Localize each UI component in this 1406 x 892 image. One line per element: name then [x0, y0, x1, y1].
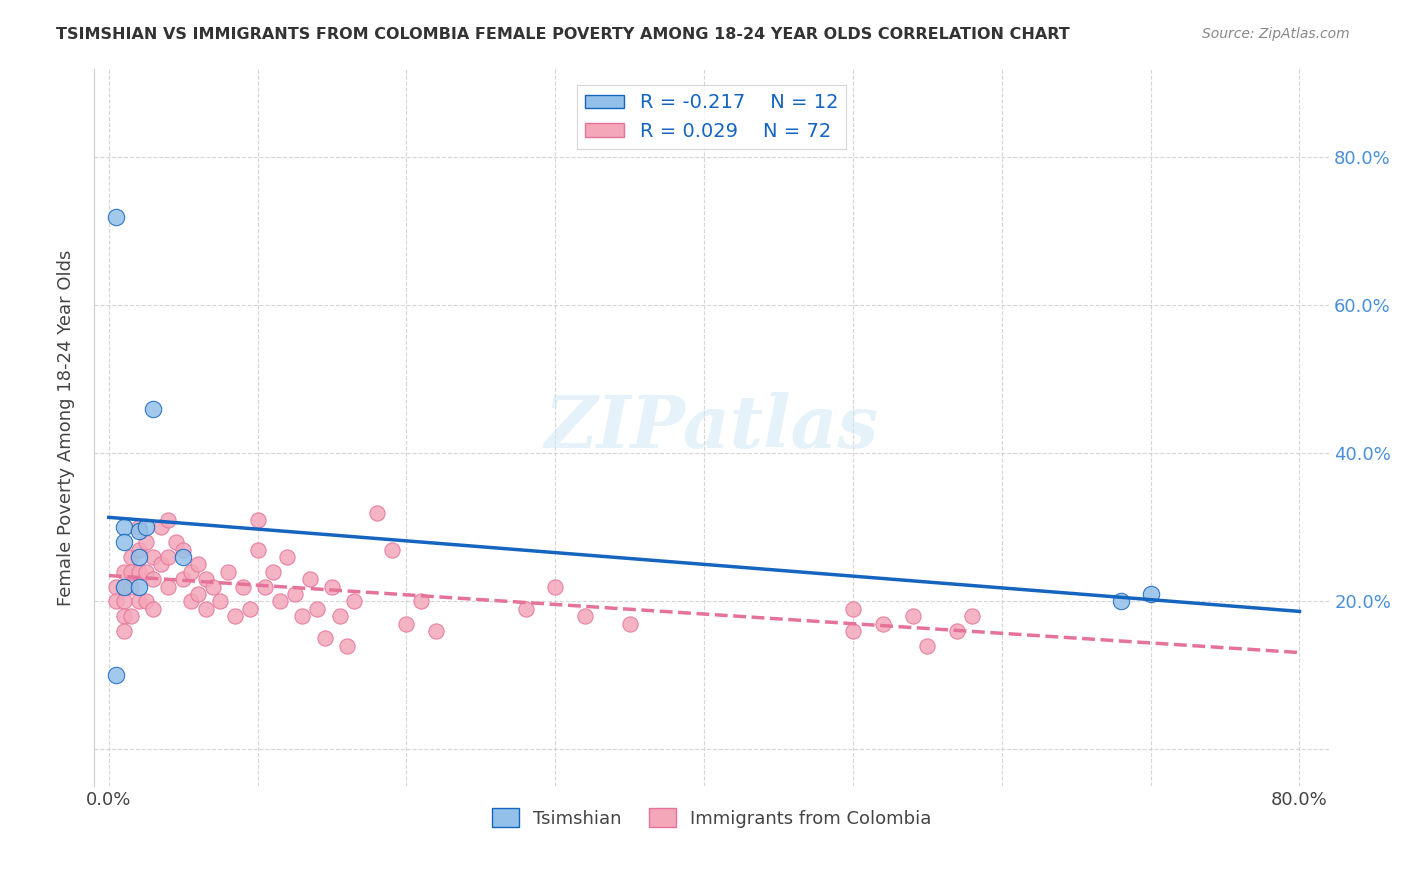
Point — [239, 602, 262, 616]
Point — [128, 524, 150, 538]
Point — [128, 594, 150, 608]
Point — [135, 565, 157, 579]
Point — [112, 580, 135, 594]
Point — [946, 624, 969, 638]
Point — [328, 609, 350, 624]
Point — [194, 572, 217, 586]
Point — [149, 558, 172, 572]
Point — [135, 520, 157, 534]
Point — [172, 572, 194, 586]
Point — [180, 565, 202, 579]
Point — [120, 549, 142, 564]
Point — [157, 513, 180, 527]
Point — [842, 602, 865, 616]
Point — [619, 616, 641, 631]
Point — [291, 609, 314, 624]
Point — [254, 580, 277, 594]
Point — [276, 549, 298, 564]
Point — [120, 609, 142, 624]
Point — [187, 587, 209, 601]
Point — [128, 542, 150, 557]
Point — [120, 580, 142, 594]
Point — [381, 542, 404, 557]
Point — [128, 549, 150, 564]
Point — [157, 580, 180, 594]
Point — [201, 580, 224, 594]
Point — [366, 506, 388, 520]
Point — [112, 520, 135, 534]
Text: Source: ZipAtlas.com: Source: ZipAtlas.com — [1202, 27, 1350, 41]
Legend: Tsimshian, Immigrants from Colombia: Tsimshian, Immigrants from Colombia — [485, 801, 939, 835]
Text: TSIMSHIAN VS IMMIGRANTS FROM COLOMBIA FEMALE POVERTY AMONG 18-24 YEAR OLDS CORRE: TSIMSHIAN VS IMMIGRANTS FROM COLOMBIA FE… — [56, 27, 1070, 42]
Point — [172, 549, 194, 564]
Point — [269, 594, 291, 608]
Point — [149, 520, 172, 534]
Point — [105, 580, 128, 594]
Point — [180, 594, 202, 608]
Point — [314, 632, 336, 646]
Point — [307, 602, 329, 616]
Point — [343, 594, 366, 608]
Point — [1109, 594, 1132, 608]
Point — [246, 513, 269, 527]
Point — [395, 616, 418, 631]
Point — [142, 602, 165, 616]
Point — [209, 594, 232, 608]
Point — [544, 580, 567, 594]
Point — [574, 609, 596, 624]
Point — [284, 587, 307, 601]
Point — [128, 520, 150, 534]
Point — [128, 565, 150, 579]
Point — [157, 549, 180, 564]
Point — [960, 609, 983, 624]
Point — [217, 565, 239, 579]
Point — [112, 594, 135, 608]
Point — [515, 602, 537, 616]
Point — [135, 594, 157, 608]
Point — [262, 565, 284, 579]
Point — [1139, 587, 1161, 601]
Point — [112, 624, 135, 638]
Point — [120, 565, 142, 579]
Point — [112, 535, 135, 549]
Point — [224, 609, 246, 624]
Point — [112, 580, 135, 594]
Point — [321, 580, 343, 594]
Text: ZIPatlas: ZIPatlas — [544, 392, 879, 463]
Point — [105, 210, 128, 224]
Point — [298, 572, 321, 586]
Point — [142, 402, 165, 417]
Point — [105, 668, 128, 682]
Point — [142, 572, 165, 586]
Point — [336, 639, 359, 653]
Point — [172, 542, 194, 557]
Point — [142, 549, 165, 564]
Point — [112, 565, 135, 579]
Point — [411, 594, 433, 608]
Point — [135, 535, 157, 549]
Point — [105, 594, 128, 608]
Point — [842, 624, 865, 638]
Point — [187, 558, 209, 572]
Point — [917, 639, 939, 653]
Point — [165, 535, 187, 549]
Point — [128, 580, 150, 594]
Point — [112, 609, 135, 624]
Y-axis label: Female Poverty Among 18-24 Year Olds: Female Poverty Among 18-24 Year Olds — [58, 249, 75, 606]
Point — [901, 609, 924, 624]
Point — [872, 616, 894, 631]
Point — [246, 542, 269, 557]
Point — [194, 602, 217, 616]
Point — [425, 624, 447, 638]
Point — [232, 580, 254, 594]
